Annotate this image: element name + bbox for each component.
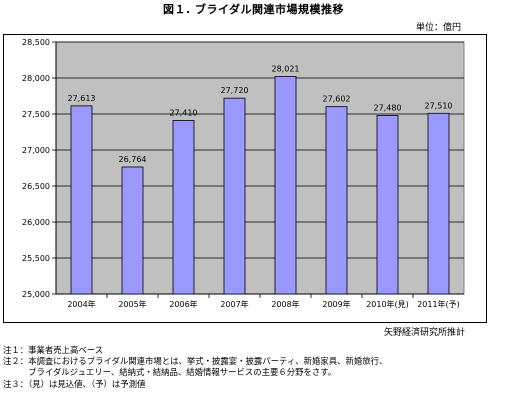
chart-title: 図１. ブライダル関連市場規模推移: [162, 3, 345, 16]
y-tick-label: 26,000: [22, 218, 50, 227]
note-1: 注１：事業者売上高ベース: [3, 345, 104, 355]
bar-value-label: 28,021: [272, 64, 300, 73]
x-tick-label: 2011年(予): [417, 299, 460, 309]
y-tick-label: 26,500: [22, 182, 50, 191]
bar-value-label: 27,510: [425, 101, 453, 110]
x-tick-label: 2005年: [118, 299, 146, 309]
bar: [274, 76, 297, 295]
bar-value-label: 27,480: [374, 103, 402, 112]
source-label: 矢野経済研究所推計: [383, 328, 465, 338]
x-tick-label: 2004年: [67, 299, 95, 309]
note-3: 注３：（見）は見込値、（予）は予測値: [3, 379, 146, 389]
bar: [325, 106, 348, 295]
x-tick-label: 2007年: [220, 299, 248, 309]
bar: [70, 105, 93, 295]
bar-value-label: 27,410: [170, 108, 198, 117]
x-tick-label: 2009年: [322, 299, 350, 309]
bar-value-label: 27,613: [68, 94, 96, 103]
y-tick-label: 25,000: [22, 290, 50, 299]
x-tick-label: 2008年: [271, 299, 299, 309]
note-2: 注２：本調査におけるブライダル関連市場とは、挙式・披露宴・披露パーティ、新婚家具…: [3, 356, 388, 377]
bar-value-label: 27,602: [323, 95, 351, 104]
y-tick-label: 28,500: [22, 38, 50, 47]
bar: [427, 112, 450, 295]
y-tick-label: 28,000: [22, 74, 50, 83]
bar: [121, 166, 144, 295]
bar: [172, 120, 195, 295]
bar: [376, 115, 399, 295]
bar: [223, 97, 246, 295]
y-tick-label: 27,000: [22, 146, 50, 155]
unit-label: 単位：億円: [415, 23, 461, 33]
bar-value-label: 26,764: [119, 155, 147, 164]
plot-area: [55, 41, 465, 295]
x-tick-label: 2006年: [169, 299, 197, 309]
bar-value-label: 27,720: [221, 86, 249, 95]
x-tick-label: 2010年(見): [366, 299, 409, 309]
y-tick-label: 25,500: [22, 254, 50, 263]
y-tick-label: 27,500: [22, 110, 50, 119]
